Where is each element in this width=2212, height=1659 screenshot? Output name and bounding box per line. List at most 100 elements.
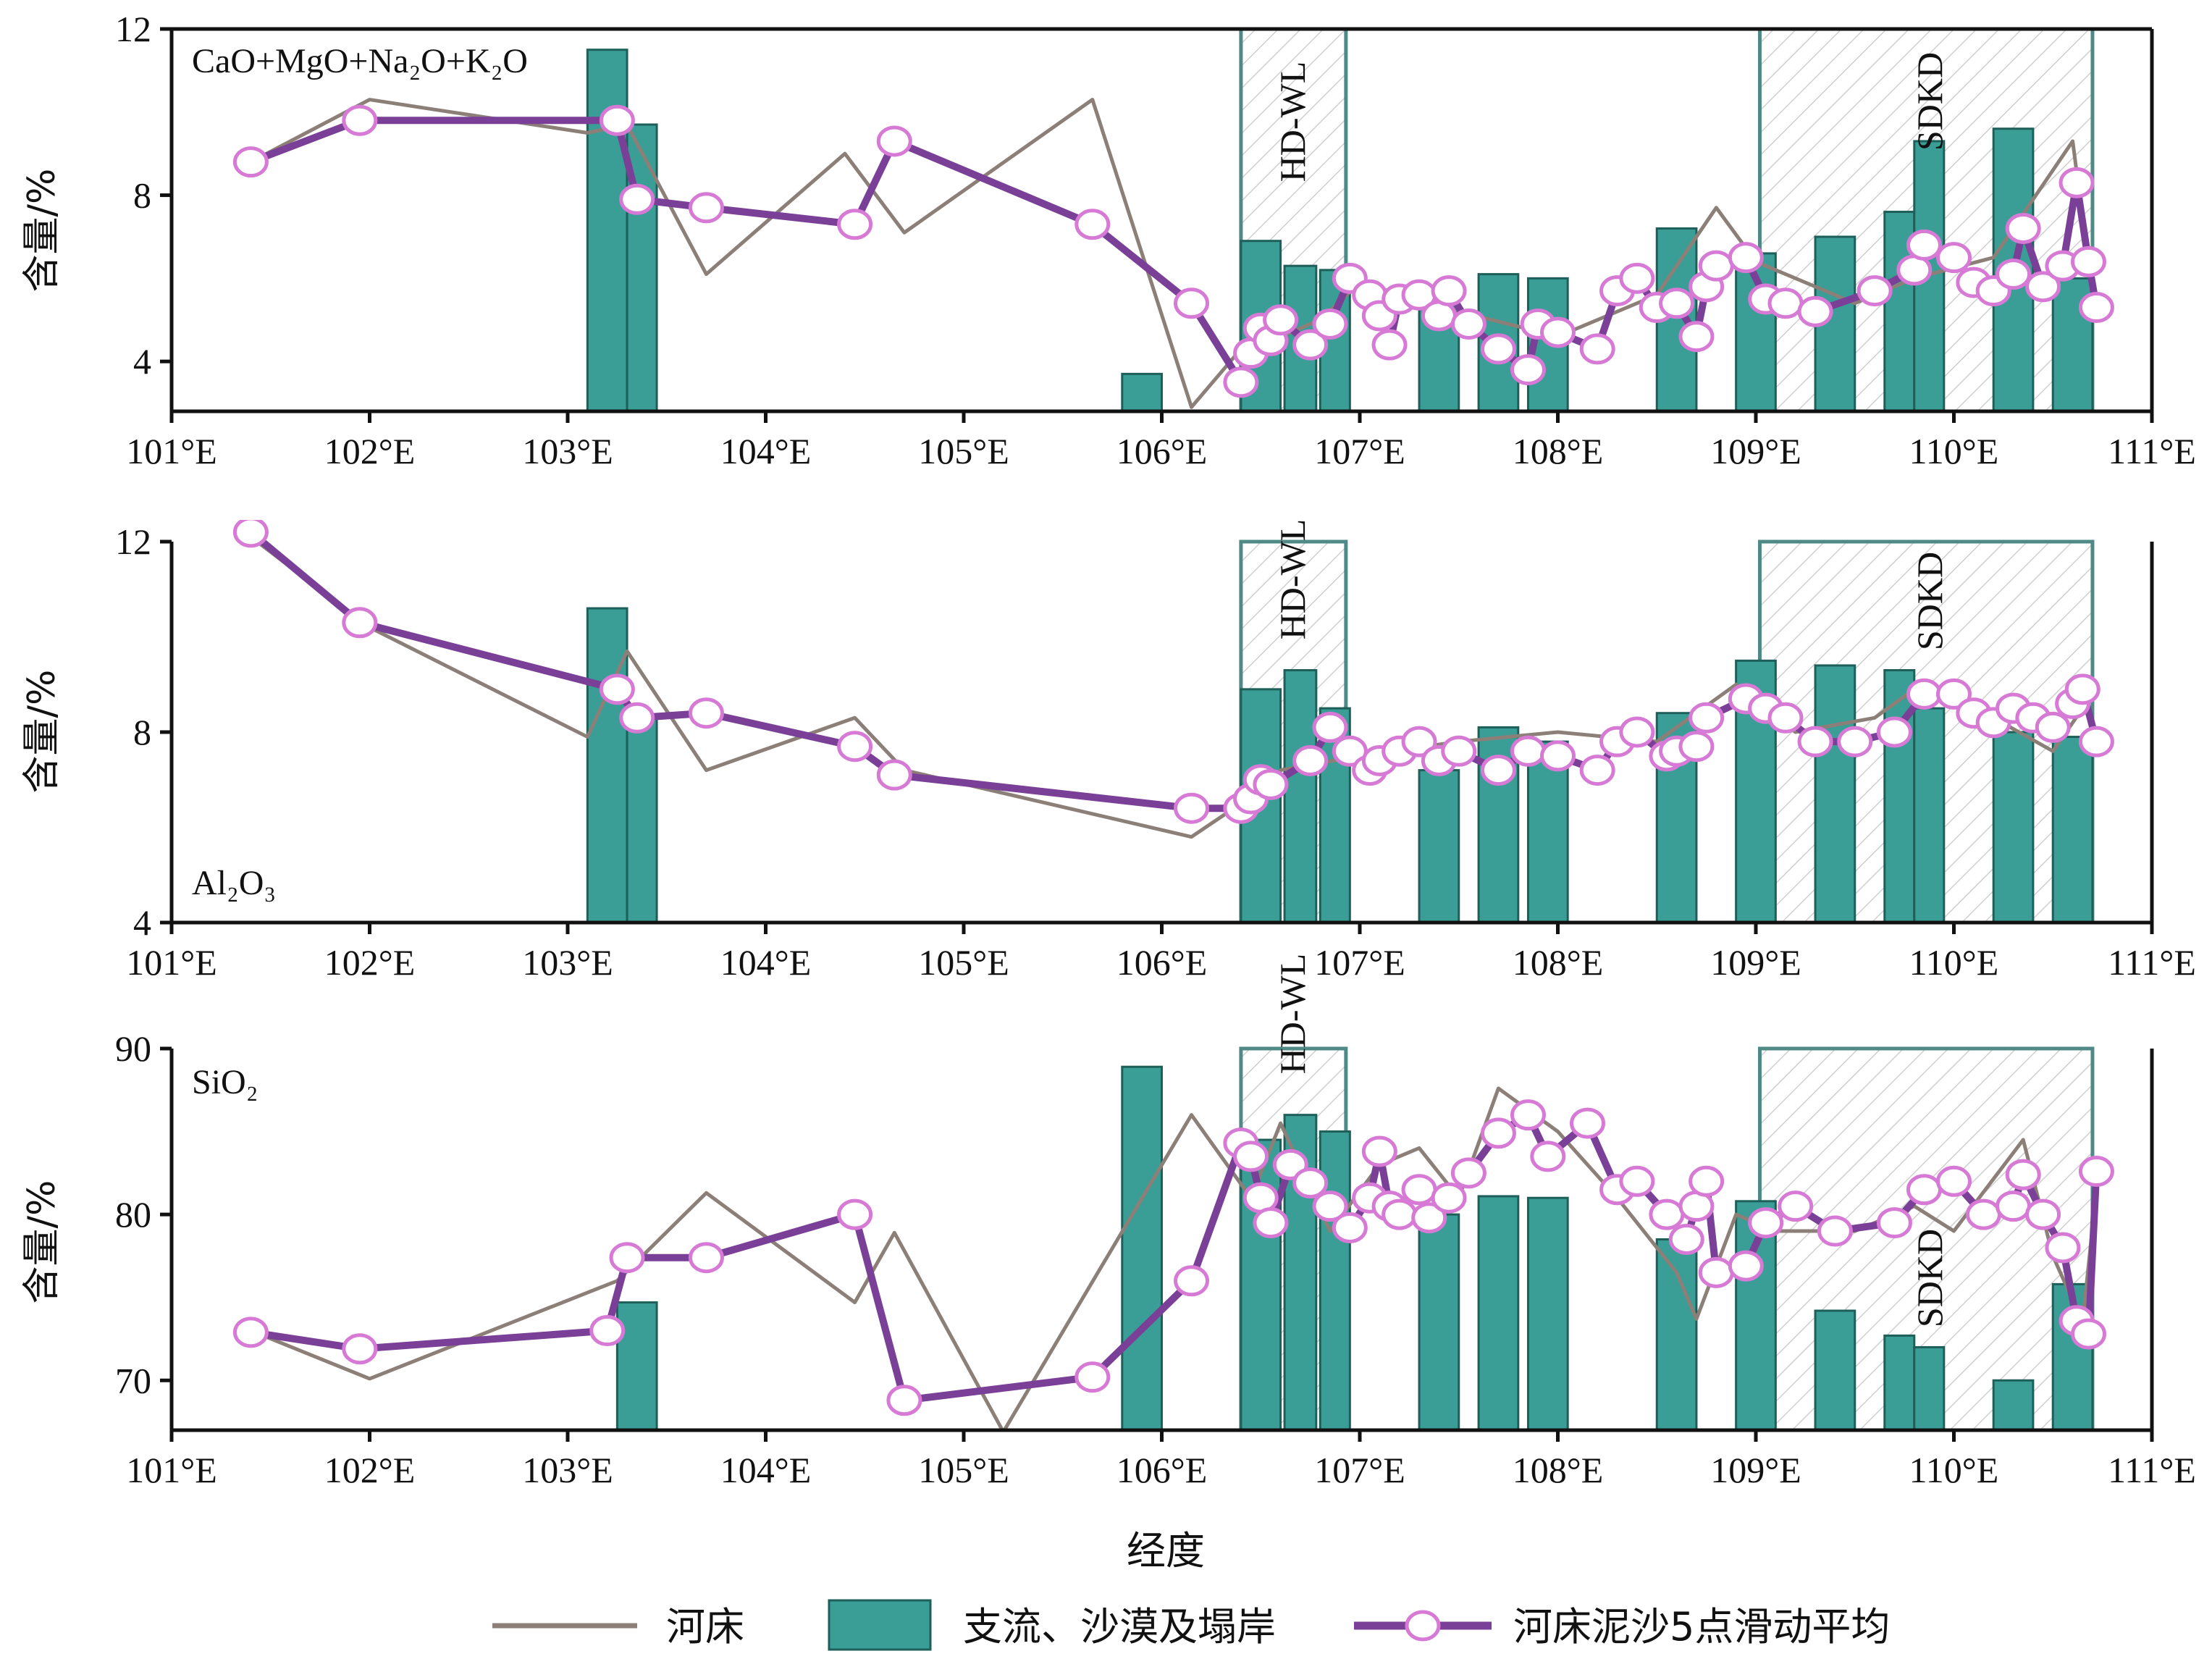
tributary-bar [1992,731,2035,924]
legend-swatch-moving-average-marker [1405,1610,1441,1642]
moving-average-point [1510,354,1546,386]
moving-average-point [1837,726,1873,757]
moving-average-point [1659,287,1695,319]
moving-average-point [1728,242,1764,274]
moving-average-point [1292,1167,1329,1199]
legend-label-riverbed: 河床 [666,1604,744,1650]
y-axis-label: 含量/% [20,1180,64,1304]
moving-average-point [609,1242,645,1274]
tributary-bar [1283,669,1318,924]
x-tick-label: 106°E [1116,942,1208,983]
moving-average-point [1401,726,1437,757]
moving-average-point [1936,242,1972,274]
moving-average-point [1332,1211,1368,1243]
x-tick-label: 102°E [324,942,416,983]
moving-average-point [1728,1250,1764,1282]
tributary-bar [1418,769,1460,924]
moving-average-point [1292,329,1329,361]
x-tick-label: 111°E [2108,1450,2196,1490]
moving-average-point [2078,1156,2114,1188]
moving-average-point [1450,1157,1486,1189]
x-tick-label: 105°E [918,431,1009,471]
moving-average-point [1797,295,1833,327]
tributary-bar [1526,1196,1569,1432]
moving-average-point [1510,1099,1546,1131]
moving-average-point [688,1242,724,1274]
tributary-bar [2051,736,2094,924]
tributary-bar [1992,1379,2035,1432]
x-tick-label: 110°E [1909,1450,1999,1490]
moving-average-point [2064,673,2100,705]
moving-average-point [1767,702,1804,734]
panel-oxides-sum: 4 8 12 101°E 102°E 103°E 104°E 105°E 106°E 107°E 1… [20,9,2196,471]
moving-average-point [1450,308,1486,340]
tributary-bar [615,1301,658,1432]
moving-average-point [599,104,635,136]
tributary-bar [1814,664,1856,924]
legend: 河床 支流、沙漠及塌岸 河床泥沙5点滑动平均 [492,1599,1890,1651]
moving-average-layer [232,520,2114,824]
moving-average-point [876,125,912,157]
moving-average-point [232,520,269,548]
panel-label: Al₂O₃ [192,864,276,902]
moving-average-point [2025,1198,2061,1230]
x-tick-label: 105°E [918,942,1009,983]
moving-average-point [1996,1190,2032,1222]
tributary-bar [586,607,628,924]
moving-average-point [1579,333,1615,365]
zone-label-sdkd: SDKD [1909,52,1950,151]
moving-average-point [1382,1198,1418,1230]
x-tick-label: 108°E [1513,942,1604,983]
x-tick-label: 107°E [1314,431,1405,471]
moving-average-point [1530,1141,1566,1172]
tributary-bars [586,607,2094,924]
moving-average-point [837,1198,873,1230]
moving-average-point [1876,1207,1912,1239]
moving-average-point [1371,329,1408,361]
moving-average-point [688,192,724,224]
moving-average-point [1480,333,1516,365]
tributary-bar [1121,372,1164,413]
tributary-bar [1883,1334,1916,1432]
moving-average-point [2025,271,2061,303]
moving-average-point [1748,1207,1784,1239]
moving-average-point [1778,1190,1814,1222]
x-tick-label: 103°E [522,1450,613,1490]
moving-average-point [1233,1141,1269,1172]
panel-sio2: 70 80 90 101°E 102°E 103°E 104°E 105°E 106°E 107°… [20,954,2196,1574]
tributary-bar [2051,277,2094,413]
moving-average-point [2078,292,2114,324]
x-tick-label: 104°E [720,942,812,983]
tributary-bar [1814,1309,1856,1432]
x-tick-label: 106°E [1116,1450,1208,1490]
moving-average-point [1411,1202,1447,1234]
moving-average-point [1312,1190,1348,1222]
moving-average-point [1540,316,1576,348]
moving-average-point [1698,250,1734,282]
x-tick-label: 111°E [2108,431,2196,471]
moving-average-point [2070,245,2106,277]
zone-label-sdkd: SDKD [1909,552,1950,650]
moving-average-point [1579,755,1615,786]
moving-average-point [599,673,635,705]
moving-average-point [1075,1361,1111,1393]
moving-average-point [886,1385,922,1416]
moving-average-point [1540,740,1576,772]
moving-average-point [1767,287,1804,319]
moving-average-point [1678,321,1715,353]
legend-label-moving-average: 河床泥沙5点滑动平均 [1513,1604,1890,1650]
moving-average-point [1689,1165,1725,1197]
moving-average-point [1876,716,1912,748]
moving-average-point [1668,1224,1704,1255]
moving-average-layer [232,104,2114,398]
moving-average-point [1431,1182,1467,1214]
moving-average-point [589,1315,626,1347]
zone-label-hd-wl: HD-WL [1272,954,1313,1075]
y-tick-label: 90 [115,1028,151,1069]
y-tick-label: 12 [115,521,151,562]
x-tick-label: 102°E [324,431,416,471]
moving-average-point [1480,755,1516,786]
moving-average-point [1906,678,1942,710]
x-tick-label: 109°E [1710,431,1801,471]
moving-average-point [1312,711,1348,743]
